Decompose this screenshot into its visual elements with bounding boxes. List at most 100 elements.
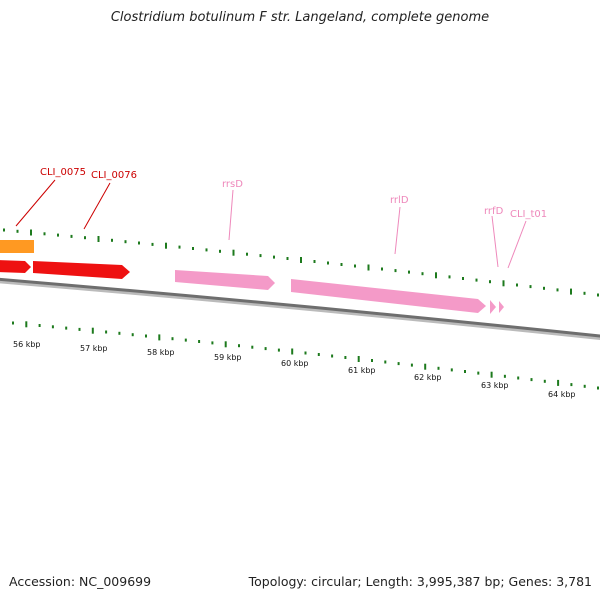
- outer-minor-tick: [475, 278, 478, 282]
- inner-minor-tick: [198, 340, 201, 343]
- inner-minor-tick: [38, 324, 41, 327]
- gene-label-rrlD[interactable]: rrlD: [390, 195, 409, 206]
- inner-minor-tick: [543, 379, 546, 383]
- outer-minor-tick: [43, 232, 46, 236]
- inner-minor-tick: [12, 321, 14, 325]
- outer-minor-tick: [259, 254, 262, 258]
- scale-label-61kbp: 61 kbp: [348, 366, 376, 375]
- gene-arrow-cds-0075[interactable]: [0, 260, 31, 273]
- inner-minor-tick: [304, 351, 307, 355]
- inner-minor-tick: [264, 347, 267, 351]
- gene-arrow-rrfD[interactable]: [490, 300, 496, 314]
- inner-minor-tick: [317, 353, 320, 356]
- outer-minor-tick: [381, 267, 383, 271]
- inner-minor-tick: [583, 384, 586, 388]
- inner-minor-tick: [171, 337, 174, 341]
- outer-minor-tick: [516, 283, 518, 287]
- scale-label-56kbp: 56 kbp: [13, 340, 41, 349]
- outer-minor-tick: [286, 257, 289, 260]
- inner-minor-tick: [344, 356, 347, 359]
- gene-arrow-rrlD[interactable]: [291, 279, 486, 313]
- inner-minor-tick: [384, 360, 387, 364]
- inner-major-tick: [557, 379, 560, 386]
- inner-minor-tick: [464, 370, 466, 373]
- gene-label-CLI_0075[interactable]: CLI_0075: [40, 167, 86, 178]
- outer-major-tick: [30, 229, 32, 236]
- outer-minor-tick: [57, 233, 59, 237]
- outer-minor-tick: [597, 293, 599, 297]
- outer-minor-tick: [84, 236, 86, 240]
- genome-title: Clostridium botulinum F str. Langeland, …: [110, 10, 490, 25]
- gene-label-rrfD[interactable]: rrfD: [484, 206, 504, 217]
- leader-line-CLI_t01: [507, 220, 527, 269]
- gene-arrow-CLI_t01[interactable]: [499, 301, 504, 313]
- outer-minor-tick: [192, 247, 194, 250]
- inner-tick-track: [12, 321, 599, 390]
- inner-minor-tick: [131, 333, 134, 337]
- inner-minor-tick: [597, 386, 599, 390]
- inner-minor-tick: [437, 366, 440, 370]
- outer-minor-tick: [70, 234, 73, 238]
- outer-minor-tick: [246, 252, 248, 256]
- inner-minor-tick: [331, 354, 334, 358]
- gene-label-CLI_t01[interactable]: CLI_t01: [510, 209, 547, 220]
- inner-minor-tick: [184, 338, 187, 342]
- inner-minor-tick: [105, 330, 108, 334]
- accession-text: Accession: NC_009699: [9, 574, 152, 589]
- outer-major-tick: [165, 242, 167, 249]
- inner-minor-tick: [145, 334, 147, 338]
- outer-major-tick: [367, 264, 370, 271]
- genome-summary-text: Topology: circular; Length: 3,995,387 bp…: [248, 574, 592, 589]
- outer-minor-tick: [124, 240, 127, 244]
- leader-line-CLI_0076: [83, 182, 111, 230]
- outer-minor-tick: [408, 270, 410, 274]
- inner-major-tick: [291, 348, 294, 355]
- inner-minor-tick: [371, 359, 373, 362]
- outer-minor-tick: [543, 286, 545, 290]
- outer-minor-tick: [313, 260, 316, 263]
- outer-minor-tick: [394, 269, 397, 273]
- outer-tick-track: [3, 228, 599, 297]
- gene-arrow-orange[interactable]: [0, 240, 34, 253]
- outer-major-tick: [232, 249, 235, 256]
- outer-major-tick: [435, 272, 437, 279]
- inner-major-tick: [158, 334, 161, 341]
- outer-minor-tick: [16, 229, 19, 233]
- scale-label-57kbp: 57 kbp: [80, 344, 108, 353]
- leader-line-rrfD: [491, 215, 499, 268]
- inner-minor-tick: [477, 371, 480, 375]
- outer-major-tick: [570, 288, 572, 295]
- inner-major-tick: [424, 363, 427, 370]
- leader-line-rrlD: [394, 206, 401, 255]
- leader-line-rrsD: [228, 189, 234, 241]
- inner-major-tick: [91, 327, 94, 334]
- inner-minor-tick: [503, 374, 506, 378]
- outer-minor-tick: [3, 228, 5, 232]
- inner-minor-tick: [397, 362, 400, 366]
- inner-major-tick: [357, 356, 360, 362]
- outer-minor-tick: [138, 241, 140, 245]
- scale-label-58kbp: 58 kbp: [147, 348, 175, 357]
- leader-line-CLI_0075: [15, 179, 56, 227]
- outer-minor-tick: [354, 264, 356, 268]
- outer-minor-tick: [556, 288, 559, 292]
- inner-minor-tick: [51, 325, 54, 329]
- gene-arrow-rrsD[interactable]: [175, 270, 275, 290]
- scale-label-60kbp: 60 kbp: [281, 359, 309, 368]
- outer-minor-tick: [219, 249, 221, 253]
- inner-minor-tick: [65, 326, 68, 330]
- inner-minor-tick: [410, 363, 413, 367]
- scale-label-64kbp: 64 kbp: [548, 390, 576, 399]
- outer-major-tick: [300, 257, 302, 263]
- inner-minor-tick: [211, 341, 214, 345]
- outer-minor-tick: [111, 238, 113, 242]
- scale-label-59kbp: 59 kbp: [214, 353, 242, 362]
- gene-arrow-cds-0076[interactable]: [33, 261, 130, 279]
- outer-minor-tick: [327, 261, 329, 265]
- inner-minor-tick: [570, 383, 573, 387]
- gene-label-rrsD[interactable]: rrsD: [222, 179, 243, 190]
- gene-label-CLI_0076[interactable]: CLI_0076: [91, 170, 137, 181]
- outer-minor-tick: [273, 255, 275, 259]
